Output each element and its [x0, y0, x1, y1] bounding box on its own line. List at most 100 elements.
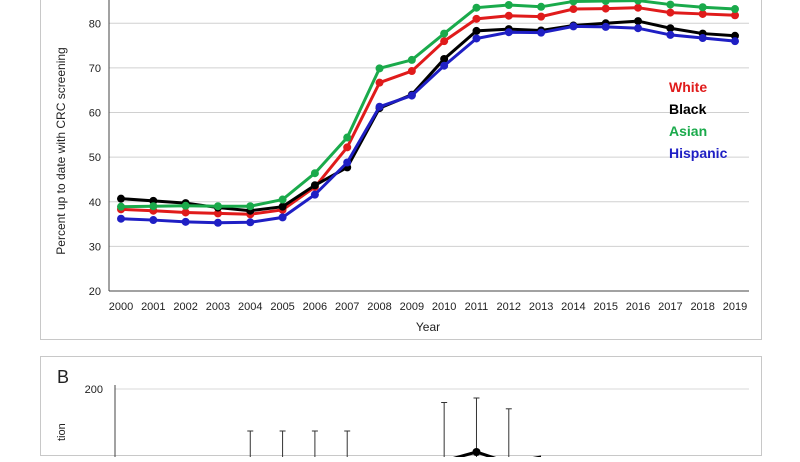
- x-tick-label: 2017: [658, 301, 682, 313]
- legend-black: Black: [669, 101, 707, 117]
- data-point-black: [666, 24, 675, 33]
- data-point-white: [634, 3, 643, 12]
- panel-a: 20 30 40 50 60 70 80 2000 2001 2002 2003 2004 2005 2…: [40, 0, 762, 340]
- data-point-white: [440, 37, 449, 46]
- x-tick-label: 2010: [432, 301, 456, 313]
- data-point-asian: [213, 202, 222, 211]
- data-point-black: [310, 181, 319, 190]
- data-point-white: [504, 11, 513, 20]
- data-point-hispanic: [731, 37, 739, 46]
- data-point: [472, 448, 481, 456]
- data-point-asian: [375, 64, 384, 73]
- x-tick-labels: 2000 2001 2002 2003 2004 2005 2006 2007 2008 2009…: [109, 301, 747, 313]
- x-tick-label: 2013: [529, 301, 553, 313]
- data-point-white: [537, 12, 546, 21]
- data-point-asian: [181, 201, 190, 210]
- data-point-asian: [407, 55, 416, 64]
- data-point-asian: [569, 0, 578, 6]
- data-point-white: [213, 209, 222, 218]
- data-point-white: [731, 11, 739, 20]
- x-tick-label: 2019: [723, 301, 747, 313]
- data-point-hispanic: [213, 218, 222, 227]
- data-point-asian: [537, 2, 546, 11]
- data-point-hispanic: [278, 213, 287, 222]
- data-point-hispanic: [440, 61, 449, 70]
- data-point-asian: [117, 202, 125, 211]
- data-point-hispanic: [472, 34, 481, 43]
- data-point-hispanic: [666, 30, 675, 39]
- data-point-hispanic: [601, 22, 610, 31]
- data-point-black: [634, 17, 643, 26]
- x-tick-label: 2009: [400, 301, 424, 313]
- y-tick-label: 50: [89, 152, 101, 164]
- data-point-black: [440, 55, 449, 63]
- x-tick-label: 2004: [238, 301, 262, 313]
- data-point-asian: [504, 1, 513, 10]
- y-tick-label: 60: [89, 108, 101, 120]
- series-line-white: [120, 6, 736, 216]
- data-point-hispanic: [117, 214, 125, 223]
- y-tick-label: 30: [89, 241, 101, 253]
- data-point-asian: [310, 169, 319, 178]
- data-point-asian: [278, 195, 287, 204]
- grid: [108, 0, 749, 292]
- x-tick-label: 2006: [303, 301, 327, 313]
- series-lines: [117, 0, 739, 227]
- legend-white: White: [669, 79, 707, 95]
- data-point-hispanic: [181, 217, 190, 226]
- panel-b-chart: B tion 200: [56, 367, 749, 462]
- y-tick-labels: 20 30 40 50 60 70 80: [89, 18, 101, 298]
- legend-hispanic: Hispanic: [669, 145, 728, 161]
- data-point-asian: [246, 202, 255, 211]
- panel-b: B tion 200: [40, 356, 762, 462]
- x-tick-label: 2018: [690, 301, 714, 313]
- x-tick-label: 2005: [270, 301, 294, 313]
- y-tick-label: 40: [89, 197, 101, 209]
- data-point-asian: [698, 3, 707, 12]
- x-tick-label: 2000: [109, 301, 133, 313]
- data-point-hispanic: [537, 28, 546, 37]
- panel-b-letter: B: [57, 367, 69, 387]
- data-point-asian: [472, 3, 481, 12]
- legend: White Black Asian Hispanic: [669, 79, 728, 161]
- data-point-hispanic: [407, 91, 416, 100]
- y-tick-label: 70: [89, 63, 101, 75]
- data-point-hispanic: [343, 158, 352, 167]
- series-line-hispanic: [120, 24, 736, 225]
- legend-asian: Asian: [669, 123, 707, 139]
- data-point-hispanic: [375, 102, 384, 111]
- data-point-white: [666, 8, 675, 17]
- data-point-hispanic: [504, 28, 513, 37]
- data-point-black: [278, 202, 287, 211]
- y-tick-label: 20: [89, 286, 101, 298]
- x-tick-label: 2001: [141, 301, 165, 313]
- data-point-white: [601, 4, 610, 13]
- x-tick-label: 2012: [497, 301, 521, 313]
- data-point-white: [569, 5, 578, 14]
- data-point-asian: [601, 0, 610, 5]
- series-line-black: [120, 19, 736, 213]
- data-point-hispanic: [634, 24, 643, 33]
- x-tick-label: 2008: [367, 301, 391, 313]
- data-point-white: [472, 14, 481, 23]
- x-tick-label: 2003: [206, 301, 230, 313]
- y-tick-label: 80: [89, 18, 101, 30]
- y-tick-label: 200: [85, 384, 103, 396]
- x-axis-label: Year: [416, 320, 440, 334]
- x-tick-label: 2011: [465, 301, 489, 313]
- panel-b-plot: 200: [85, 384, 749, 462]
- data-point-hispanic: [569, 22, 578, 31]
- data-point-hispanic: [149, 216, 158, 225]
- data-point-white: [181, 208, 190, 217]
- data-point-asian: [634, 0, 643, 5]
- data-point-asian: [343, 133, 352, 142]
- x-tick-label: 2015: [593, 301, 617, 313]
- data-point-black: [117, 194, 125, 203]
- y-axis-label: Percent up to date with CRC screening: [54, 47, 68, 254]
- data-point-asian: [666, 0, 675, 9]
- x-tick-label: 2014: [561, 301, 585, 313]
- panel-b-y-axis-label: tion: [56, 423, 68, 441]
- x-tick-label: 2007: [335, 301, 359, 313]
- data-point-white: [375, 78, 384, 87]
